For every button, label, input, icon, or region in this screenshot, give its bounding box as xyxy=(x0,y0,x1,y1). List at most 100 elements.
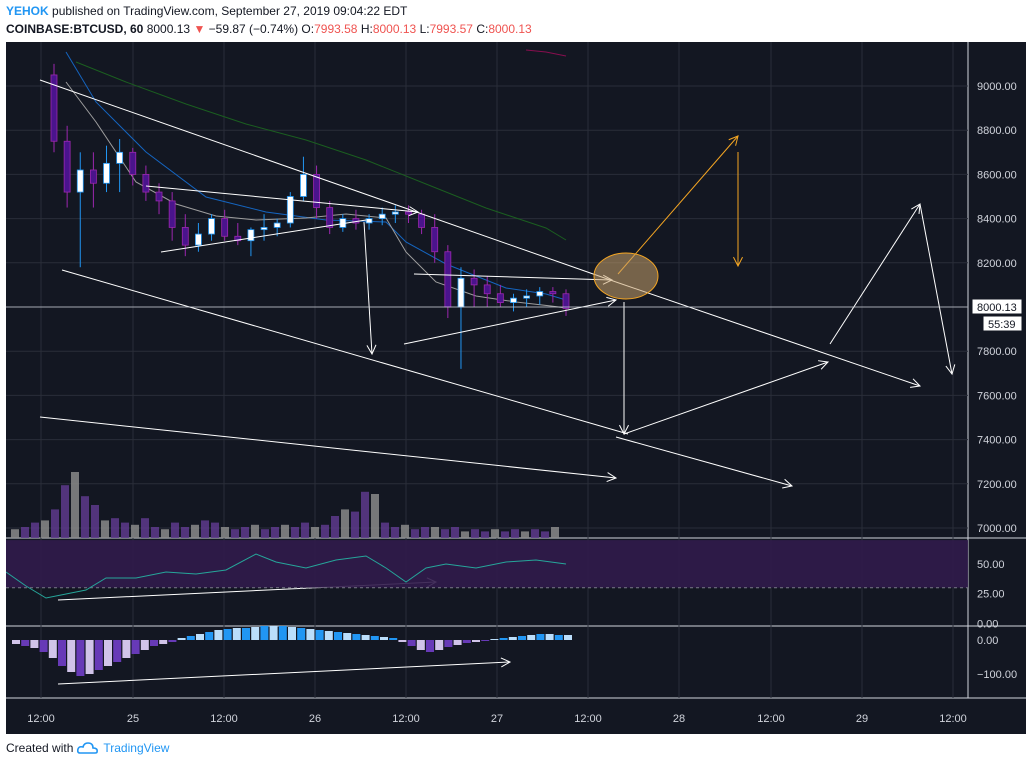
time-tick-label: 12:00 xyxy=(939,713,967,725)
low-label: L: xyxy=(419,22,430,36)
macd-divergence-line xyxy=(57,661,511,685)
candle-body xyxy=(300,173,307,197)
volume-bar xyxy=(551,527,559,538)
rise-arrow-line xyxy=(829,203,921,345)
volume-bar xyxy=(541,531,549,538)
price-tick-label: 7600.00 xyxy=(977,390,1017,402)
published-text: published on TradingView.com, September … xyxy=(52,4,408,18)
candle-body xyxy=(523,295,531,299)
volume-bar xyxy=(181,527,189,538)
candle-body xyxy=(405,211,412,215)
macd-histogram-bar xyxy=(150,640,158,646)
volume-bars xyxy=(11,472,559,538)
volume-bar xyxy=(211,522,219,538)
candle-body xyxy=(313,173,320,208)
macd-histogram-bar xyxy=(12,640,20,644)
macd-histogram-bar xyxy=(140,640,149,650)
volume-bar xyxy=(151,527,159,538)
volume-bar xyxy=(441,529,449,538)
volume-bar xyxy=(141,518,149,538)
symbol-label: COINBASE:BTCUSD, 60 xyxy=(6,22,144,36)
volume-bar xyxy=(261,529,269,538)
macd-pane xyxy=(12,626,572,676)
volume-bar xyxy=(121,522,129,538)
trend-drawings[interactable] xyxy=(6,79,968,685)
axes: 9000.00 8800.00 8600.00 8400.00 8200.00 8000.… xyxy=(27,81,1023,725)
chart-background xyxy=(6,42,1026,734)
macd-tick-label: 0.00 xyxy=(977,635,998,647)
tradingview-logo-text[interactable]: TradingView xyxy=(103,741,170,755)
candle-body xyxy=(76,169,84,193)
footer: Created with TradingView xyxy=(6,741,169,755)
candle-body xyxy=(483,284,491,295)
macd-histogram-bar xyxy=(58,640,66,666)
macd-histogram-bar xyxy=(278,626,287,640)
macd-histogram-bar xyxy=(426,640,434,652)
lower-channel-line xyxy=(61,269,629,435)
candle-body xyxy=(234,235,242,242)
candle-body xyxy=(142,173,150,193)
volume-bar xyxy=(521,531,529,538)
arrowhead xyxy=(911,203,921,214)
macd-histogram-bar xyxy=(389,638,398,640)
macd-histogram-bar xyxy=(122,640,131,658)
macd-histogram-bar xyxy=(545,634,554,640)
candle-body xyxy=(247,229,255,242)
trading-chart[interactable]: 9000.00 8800.00 8600.00 8400.00 8200.00 8000.… xyxy=(6,42,1026,734)
macd-histogram-bar xyxy=(536,634,545,640)
volume-bar xyxy=(381,522,389,538)
author-name[interactable]: YEHOK xyxy=(6,4,49,18)
last-price: 8000.13 xyxy=(146,22,191,36)
volume-bar xyxy=(461,531,469,538)
macd-histogram-bar xyxy=(324,631,333,640)
macd-histogram-bar xyxy=(490,639,499,640)
macd-histogram-bar xyxy=(508,637,517,640)
high-value: 8000.13 xyxy=(372,22,417,36)
volume-bar xyxy=(231,529,239,538)
macd-histogram-bar xyxy=(76,640,85,676)
candle-body xyxy=(470,277,478,286)
macd-histogram-bar xyxy=(242,628,250,640)
macd-histogram-bar xyxy=(251,627,260,640)
macd-histogram-bar xyxy=(269,626,278,640)
macd-histogram-bar xyxy=(472,640,480,642)
arrowhead xyxy=(945,364,956,376)
chart-panes xyxy=(6,42,1026,734)
low-value: 7993.57 xyxy=(429,22,473,36)
volume-bar xyxy=(281,524,289,538)
candle-body xyxy=(391,211,399,215)
arrowhead xyxy=(606,296,618,307)
macd-histogram-bar xyxy=(177,638,186,640)
candle-body xyxy=(510,297,517,303)
volume-bar xyxy=(481,531,489,538)
volume-bar xyxy=(101,520,109,538)
candle-body xyxy=(457,277,465,308)
high-label: H: xyxy=(360,22,373,36)
macd-histogram-bar xyxy=(260,626,269,640)
rsi-pane xyxy=(6,540,968,599)
tradingview-cloud-icon xyxy=(77,742,99,754)
rsi-tick-label: 0.00 xyxy=(977,618,998,630)
volume-bar xyxy=(371,494,379,538)
price-tick-label: 7800.00 xyxy=(977,346,1017,358)
volume-bar xyxy=(291,527,299,538)
orange-arrowhead xyxy=(733,256,743,268)
volume-bar xyxy=(321,524,329,538)
macd-histogram-bar xyxy=(361,635,370,640)
close-label: C: xyxy=(476,22,489,36)
volume-bar xyxy=(431,527,439,538)
macd-histogram-bar xyxy=(297,628,306,640)
macd-histogram-bar xyxy=(398,640,407,642)
flag-top-line xyxy=(413,273,613,281)
candle-body xyxy=(116,151,124,164)
candle-body xyxy=(549,291,557,295)
macd-histogram-bar xyxy=(462,640,471,643)
price-tick-label: 7000.00 xyxy=(977,523,1017,535)
price-tick-label: 7200.00 xyxy=(977,479,1017,491)
volume-bar xyxy=(191,524,199,538)
macd-histogram-bar xyxy=(48,640,57,658)
candle-body xyxy=(418,213,425,228)
macd-histogram-bar xyxy=(435,640,444,650)
countdown-label: 55:39 xyxy=(988,319,1016,331)
macd-histogram-bar xyxy=(232,628,241,640)
